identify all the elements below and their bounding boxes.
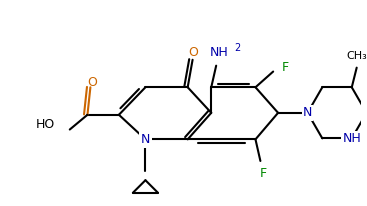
Text: 2: 2	[235, 43, 241, 53]
Text: NH: NH	[210, 46, 229, 59]
Text: NH: NH	[342, 132, 361, 145]
Text: N: N	[141, 133, 150, 146]
Text: O: O	[189, 46, 199, 59]
Text: N: N	[303, 106, 312, 119]
Text: F: F	[281, 61, 288, 74]
Text: HO: HO	[36, 118, 55, 131]
Text: O: O	[87, 76, 97, 89]
Text: F: F	[260, 167, 267, 180]
Text: CH₃: CH₃	[346, 51, 367, 61]
